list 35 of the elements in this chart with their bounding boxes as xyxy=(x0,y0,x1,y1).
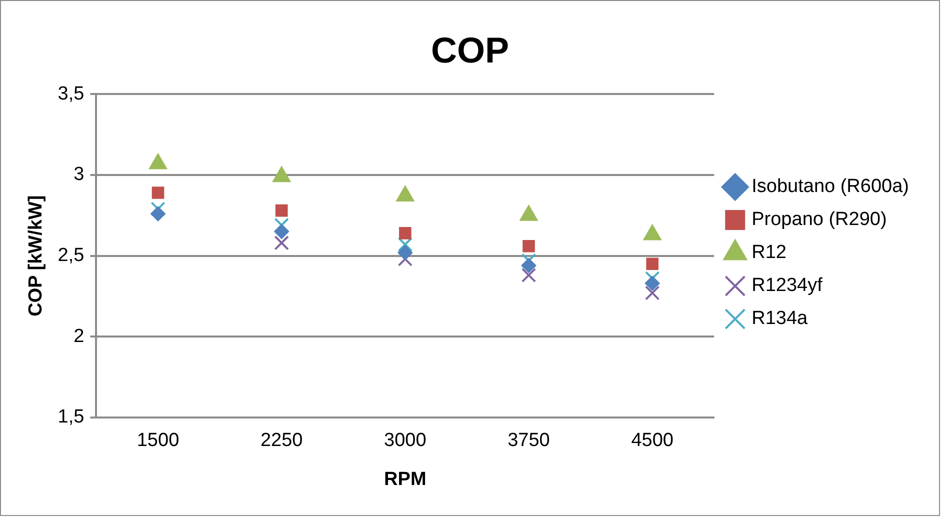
point xyxy=(150,206,166,222)
point xyxy=(275,204,288,217)
point xyxy=(521,258,536,273)
point xyxy=(644,286,660,300)
point xyxy=(398,252,413,266)
point xyxy=(152,186,164,199)
y-axis-title: COP [kW/kW] xyxy=(26,195,47,316)
y-tick-label: 2 xyxy=(74,326,84,347)
chart-title: COP xyxy=(430,30,510,71)
point xyxy=(646,258,658,270)
point xyxy=(398,237,413,252)
y-tick-label: 1,5 xyxy=(58,406,84,428)
point xyxy=(274,224,290,240)
point xyxy=(399,227,412,240)
legend-label: Isobutano (R600a) xyxy=(752,176,910,198)
point xyxy=(521,268,536,283)
point xyxy=(274,236,289,250)
y-tick-label: 3 xyxy=(74,164,84,186)
point xyxy=(150,202,166,216)
legend-label: Propano (R290) xyxy=(752,209,887,230)
legend-label: R1234yf xyxy=(752,275,824,296)
legend-label: R12 xyxy=(752,242,786,264)
x-axis-title: RPM xyxy=(384,468,426,490)
x-tick-label: 1500 xyxy=(136,430,180,452)
x-tick-label: 4500 xyxy=(631,430,674,452)
x-tick-label: 3000 xyxy=(384,430,426,452)
y-tick-label: 3,5 xyxy=(58,83,84,104)
point xyxy=(398,245,413,260)
x-tick-label: 3750 xyxy=(508,430,550,452)
y-tick-label: 2,5 xyxy=(58,245,84,266)
legend-label: R134a xyxy=(752,308,808,330)
point xyxy=(644,276,660,291)
x-tick-label: 2250 xyxy=(260,430,303,452)
point xyxy=(521,253,536,268)
point xyxy=(522,240,535,252)
